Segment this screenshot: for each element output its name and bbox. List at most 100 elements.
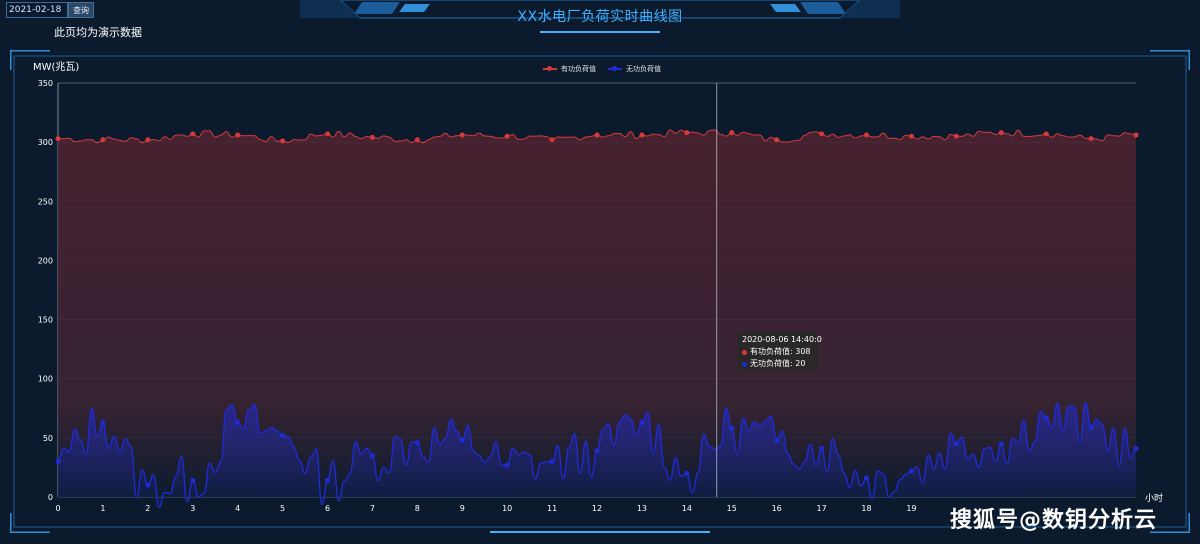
x-tick-label: 6 [325, 504, 330, 513]
chart-legend: 有功负荷值 无功负荷值 [543, 64, 661, 74]
reactive-data-point [1133, 446, 1139, 452]
watermark: 搜狐号@数钥分析云 [950, 508, 1158, 533]
active-data-point [729, 130, 735, 136]
x-axis-unit: 小时 [1145, 494, 1164, 504]
reactive-data-point [414, 440, 420, 446]
active-data-point [953, 133, 959, 139]
reactive-data-point [774, 437, 780, 443]
active-data-point [235, 132, 241, 138]
reactive-data-point [729, 425, 735, 431]
legend-reactive-label: 无功负荷值 [626, 65, 661, 73]
x-tick-label: 1 [100, 504, 105, 513]
x-tick-label: 12 [592, 504, 602, 513]
active-data-point [594, 132, 600, 138]
x-tick-label: 15 [727, 504, 737, 513]
active-data-point [325, 131, 330, 137]
reactive-data-point [55, 459, 61, 465]
y-tick-label: 300 [38, 138, 53, 147]
tooltip-time: 2020-08-06 14:40:0 [742, 335, 822, 344]
active-data-point [145, 137, 151, 143]
active-data-point [414, 137, 420, 143]
y-tick-label: 50 [43, 434, 53, 443]
active-data-point [1043, 131, 1049, 137]
top-toolbar: 查询 [0, 0, 1200, 22]
tooltip-reactive-value: 无功负荷值: 20 [750, 359, 806, 368]
reactive-data-point [549, 459, 555, 465]
legend-reactive-swatch [608, 66, 622, 72]
reactive-data-point [459, 437, 465, 443]
active-data-point [280, 138, 286, 144]
x-tick-label: 4 [235, 504, 240, 513]
active-data-point [1133, 132, 1139, 138]
active-data-point [908, 133, 914, 139]
reactive-data-point [639, 419, 645, 425]
active-data-point [998, 130, 1004, 136]
active-data-point [639, 132, 645, 138]
legend-active-label: 有功负荷值 [561, 65, 596, 73]
title-frame-decoration [300, 0, 900, 33]
x-tick-label: 3 [190, 504, 195, 513]
y-tick-label: 250 [38, 197, 53, 206]
x-tick-label: 11 [547, 504, 557, 513]
reactive-data-point [100, 419, 106, 425]
active-data-point [819, 131, 825, 137]
chart-panel: 0 50 100 150 200 250 300 350 0 1 2 3 4 5 6 7 8 9 10 11 12 13 1… [10, 50, 1190, 533]
active-data-point [504, 133, 510, 139]
active-data-point [864, 132, 869, 138]
active-data-point [684, 130, 690, 136]
x-tick-label: 13 [637, 504, 647, 513]
reactive-data-point [369, 453, 375, 459]
x-tick-label: 17 [816, 504, 826, 513]
reactive-data-point [594, 448, 600, 454]
reactive-data-point [819, 446, 825, 452]
active-series-area [58, 129, 1136, 497]
active-data-point [459, 132, 465, 138]
panel-corner-tr [1150, 50, 1190, 70]
page-title: XX水电厂负荷实时曲线图 [517, 9, 683, 25]
legend-item-reactive[interactable]: 无功负荷值 [608, 64, 661, 74]
active-data-point [100, 137, 106, 143]
active-data-point [190, 131, 196, 137]
active-data-point [774, 137, 780, 143]
active-data-point [55, 136, 61, 142]
panel-frame [13, 55, 1187, 528]
x-tick-label: 16 [772, 504, 782, 513]
y-tick-label: 150 [38, 316, 53, 325]
reactive-data-point [145, 482, 151, 488]
reactive-data-point [280, 432, 286, 438]
y-axis-title: MW(兆瓦) [33, 62, 80, 73]
reactive-data-point [190, 477, 196, 483]
query-button[interactable]: 查询 [68, 2, 94, 18]
y-tick-label: 200 [38, 256, 53, 265]
reactive-data-point [953, 441, 959, 447]
active-data-point [549, 137, 555, 143]
x-tick-label: 7 [370, 504, 375, 513]
demo-data-note: 此页均为演示数据 [54, 26, 142, 39]
reactive-data-point [1088, 424, 1094, 430]
x-tick-label: 8 [415, 504, 420, 513]
active-data-point [1088, 136, 1094, 142]
tooltip-row-active: 有功负荷值: 308 [742, 346, 814, 358]
x-tick-label: 14 [682, 504, 692, 513]
reactive-data-point [504, 462, 510, 468]
tooltip-reactive-dot [742, 361, 747, 367]
x-tick-label: 2 [145, 504, 150, 513]
legend-active-swatch [543, 66, 557, 72]
date-input[interactable] [6, 2, 68, 18]
reactive-data-point [1043, 415, 1049, 421]
reactive-data-point [325, 477, 330, 483]
y-tick-label: 0 [48, 493, 53, 502]
tooltip-active-dot [742, 349, 747, 355]
legend-item-active[interactable]: 有功负荷值 [543, 64, 596, 74]
x-tick-label: 0 [55, 504, 60, 513]
reactive-data-point [998, 441, 1004, 447]
x-tick-label: 19 [906, 504, 916, 513]
x-tick-label: 18 [861, 504, 871, 513]
chart-tooltip: 2020-08-06 14:40:0 有功负荷值: 308 无功负荷值: 20 [738, 332, 822, 370]
x-tick-label: 5 [280, 504, 285, 513]
y-tick-label: 100 [38, 375, 53, 384]
x-tick-label: 9 [460, 504, 465, 513]
reactive-data-point [684, 470, 690, 476]
tooltip-row-reactive: 无功负荷值: 20 [742, 358, 814, 370]
